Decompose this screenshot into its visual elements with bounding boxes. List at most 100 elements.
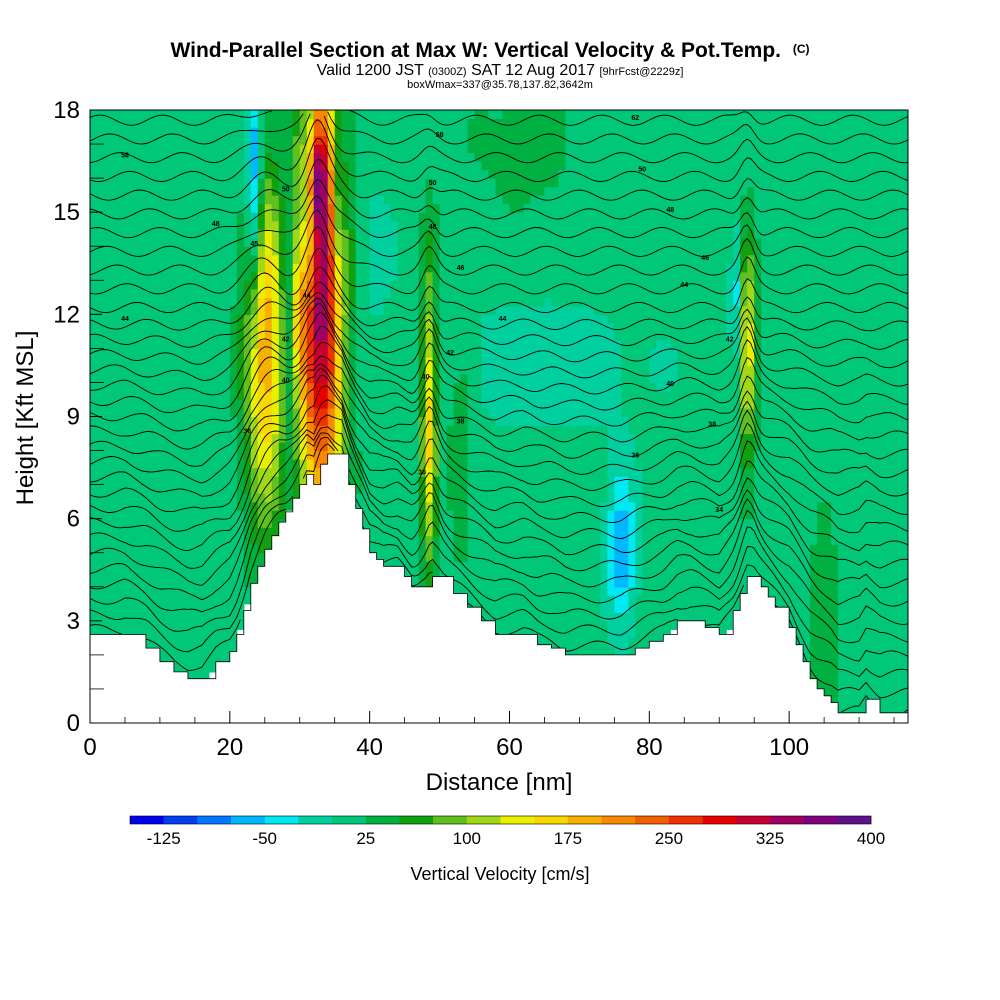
w-cell [397, 297, 406, 307]
w-cell [271, 407, 280, 418]
w-cell [593, 399, 601, 409]
w-cell [796, 476, 804, 486]
w-cell [719, 314, 727, 324]
w-cell [775, 510, 783, 520]
w-cell [222, 288, 231, 298]
w-cell [733, 603, 741, 613]
w-cell [180, 280, 189, 290]
w-cell [439, 510, 448, 520]
w-cell [369, 510, 378, 520]
w-cell [124, 620, 133, 630]
w-cell [663, 373, 671, 384]
w-cell [894, 331, 902, 341]
w-cell [642, 390, 650, 401]
w-cell [215, 450, 224, 460]
w-cell [159, 544, 168, 554]
w-cell [691, 331, 699, 341]
w-cell [719, 416, 727, 426]
w-cell [866, 544, 874, 554]
w-cell [194, 280, 203, 290]
w-cell [439, 348, 448, 358]
w-cell [838, 280, 846, 290]
w-cell [439, 501, 448, 511]
w-cell [278, 425, 287, 435]
w-cell [467, 297, 476, 307]
w-cell [761, 578, 769, 588]
w-cell [243, 271, 252, 281]
w-cell [236, 271, 245, 281]
w-cell [404, 356, 413, 367]
w-cell [712, 305, 720, 315]
w-cell [803, 322, 811, 332]
w-cell [138, 390, 147, 401]
w-cell [229, 510, 238, 520]
w-cell [866, 493, 874, 503]
w-cell [425, 433, 434, 443]
w-cell [635, 459, 643, 469]
w-cell [90, 629, 98, 639]
w-cell [187, 493, 196, 503]
w-cell [817, 390, 825, 401]
w-cell [775, 331, 783, 341]
w-cell [845, 705, 853, 716]
w-cell [229, 297, 238, 307]
w-cell [873, 493, 881, 503]
w-cell [866, 663, 874, 673]
w-cell [530, 544, 539, 554]
w-cell [537, 467, 546, 477]
w-cell [817, 603, 825, 613]
w-cell [656, 535, 664, 545]
w-cell [236, 578, 245, 588]
w-cell [859, 569, 867, 579]
w-cell [628, 271, 636, 281]
w-cell [397, 561, 406, 571]
w-cell [817, 339, 825, 349]
w-cell [635, 518, 643, 528]
w-cell [691, 390, 699, 401]
w-cell [747, 348, 755, 358]
w-cell [593, 595, 601, 605]
w-cell [474, 578, 483, 588]
w-cell [544, 586, 553, 596]
w-cell [460, 433, 469, 443]
w-cell [789, 365, 797, 375]
w-cell [523, 535, 532, 545]
w-cell [194, 646, 203, 656]
w-cell [271, 390, 280, 401]
w-cell [90, 331, 98, 341]
w-cell [789, 280, 797, 290]
w-cell [138, 561, 147, 571]
w-cell [586, 288, 594, 298]
w-cell [901, 467, 908, 477]
w-cell [838, 339, 846, 349]
w-cell [537, 425, 546, 435]
w-cell [621, 467, 629, 477]
w-cell [586, 459, 594, 469]
w-cell [180, 322, 189, 332]
w-cell [215, 322, 224, 332]
w-cell [628, 399, 636, 409]
w-cell [404, 569, 413, 579]
w-cell [201, 552, 210, 562]
w-cell [712, 527, 720, 537]
w-cell [880, 493, 888, 503]
w-cell [208, 578, 217, 588]
w-cell [880, 373, 888, 384]
w-cell [894, 544, 902, 554]
w-cell [383, 390, 392, 401]
w-cell [488, 476, 497, 486]
w-cell [796, 544, 804, 554]
w-cell [362, 425, 371, 435]
w-cell [397, 339, 406, 349]
w-cell [264, 271, 273, 281]
w-cell [320, 425, 329, 435]
w-cell [257, 467, 266, 477]
w-cell [152, 586, 161, 596]
w-cell [782, 518, 790, 528]
w-cell [621, 578, 629, 588]
w-cell [810, 484, 818, 494]
w-cell [208, 263, 217, 273]
w-cell [418, 348, 427, 358]
w-cell [201, 569, 210, 579]
w-cell [495, 586, 504, 596]
